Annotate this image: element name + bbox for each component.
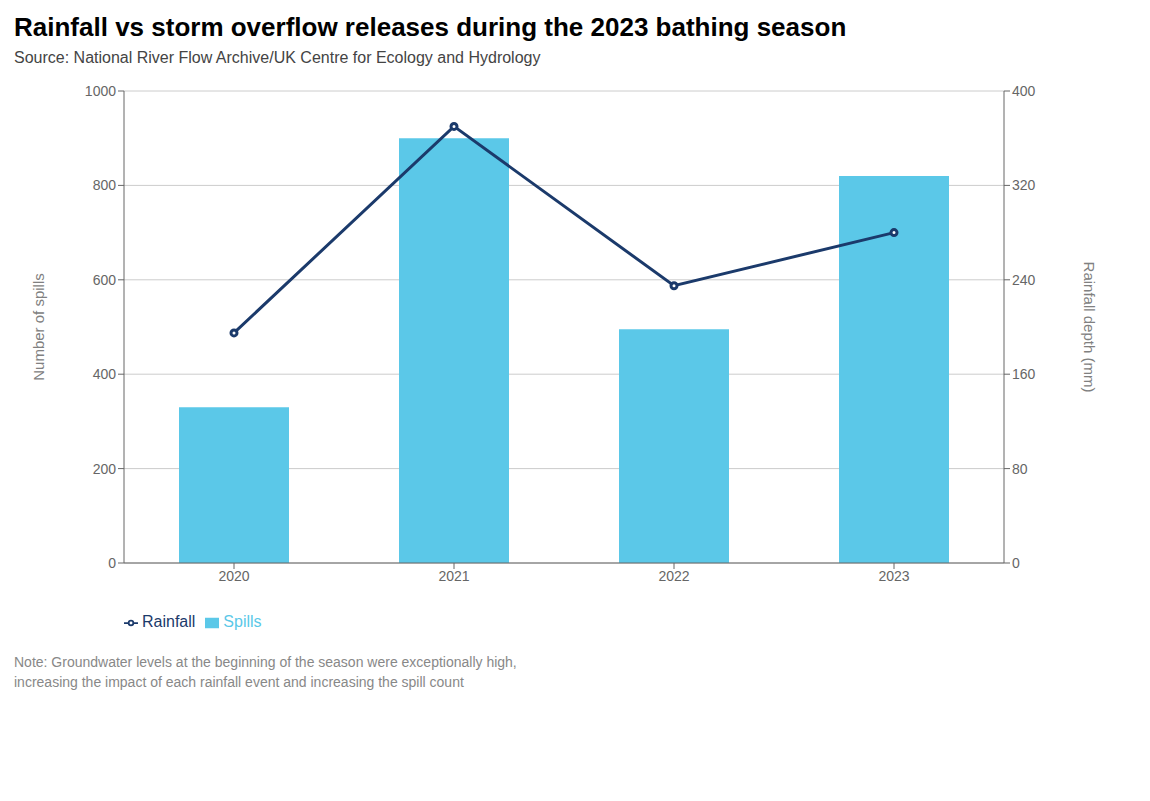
svg-text:0: 0 (1012, 555, 1020, 571)
svg-text:2021: 2021 (438, 568, 469, 584)
html-text:increasing the impact of each: increasing the impact of each rainfall e… (14, 673, 464, 690)
svg-text:Rainfall depth (mm): Rainfall depth (mm) (1081, 262, 1098, 393)
html-text:Spills: Spills (223, 613, 262, 630)
svg-text:400: 400 (1012, 83, 1036, 99)
svg-text:2023: 2023 (878, 568, 909, 584)
svg-text:240: 240 (1012, 272, 1036, 288)
html-text:Note: Groundwater levels at th: Note: Groundwater levels at the beginnin… (14, 654, 517, 670)
html-text:Rainfall vs storm overflow rel: Rainfall vs storm overflow releases duri… (14, 12, 847, 42)
svg-text:2022: 2022 (658, 568, 689, 584)
svg-text:320: 320 (1012, 177, 1036, 193)
svg-text:160: 160 (1012, 366, 1036, 382)
svg-text:200: 200 (93, 461, 117, 477)
svg-text:0: 0 (108, 555, 116, 571)
svg-text:Number of spills: Number of spills (30, 273, 47, 381)
svg-text:2020: 2020 (218, 568, 249, 584)
html-text:Rainfall: Rainfall (142, 613, 196, 630)
svg-text:600: 600 (93, 272, 117, 288)
svg-text:800: 800 (93, 177, 117, 193)
html-text:Source: National River Flow Ar: Source: National River Flow Archive/UK C… (14, 49, 541, 66)
svg-text:1000: 1000 (85, 83, 116, 99)
svg-text:400: 400 (93, 366, 117, 382)
svg-text:80: 80 (1012, 461, 1028, 477)
